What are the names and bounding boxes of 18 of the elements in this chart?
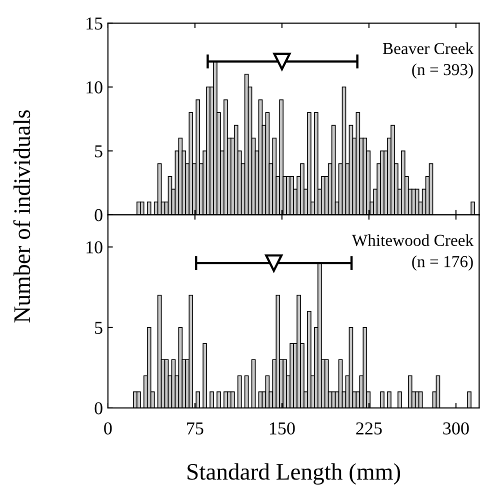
y-tick-label: 15 [86,17,102,30]
annotation: Whitewood Creek [352,234,474,246]
y-axis-title: Number of individuals [13,110,30,322]
y-tick-label: 0 [94,209,102,222]
y-tick-label: 5 [95,322,102,334]
annotation: (n = 393) [412,63,473,79]
x-tick-label: 225 [356,422,382,435]
annotation: (n = 176) [412,256,473,271]
x-tick-label: 75 [187,422,204,435]
y-tick-label: 0 [94,402,102,414]
x-tick-label: 0 [104,422,112,435]
y-tick-label: 10 [86,241,102,254]
y-tick-label: 10 [86,81,102,94]
x-axis-title: Standard Length (mm) [188,463,400,485]
x-tick-label: 150 [270,422,295,435]
annotation: Beaver Creek [382,42,474,54]
y-tick-label: 5 [95,145,102,158]
x-tick-label: 300 [443,422,469,435]
